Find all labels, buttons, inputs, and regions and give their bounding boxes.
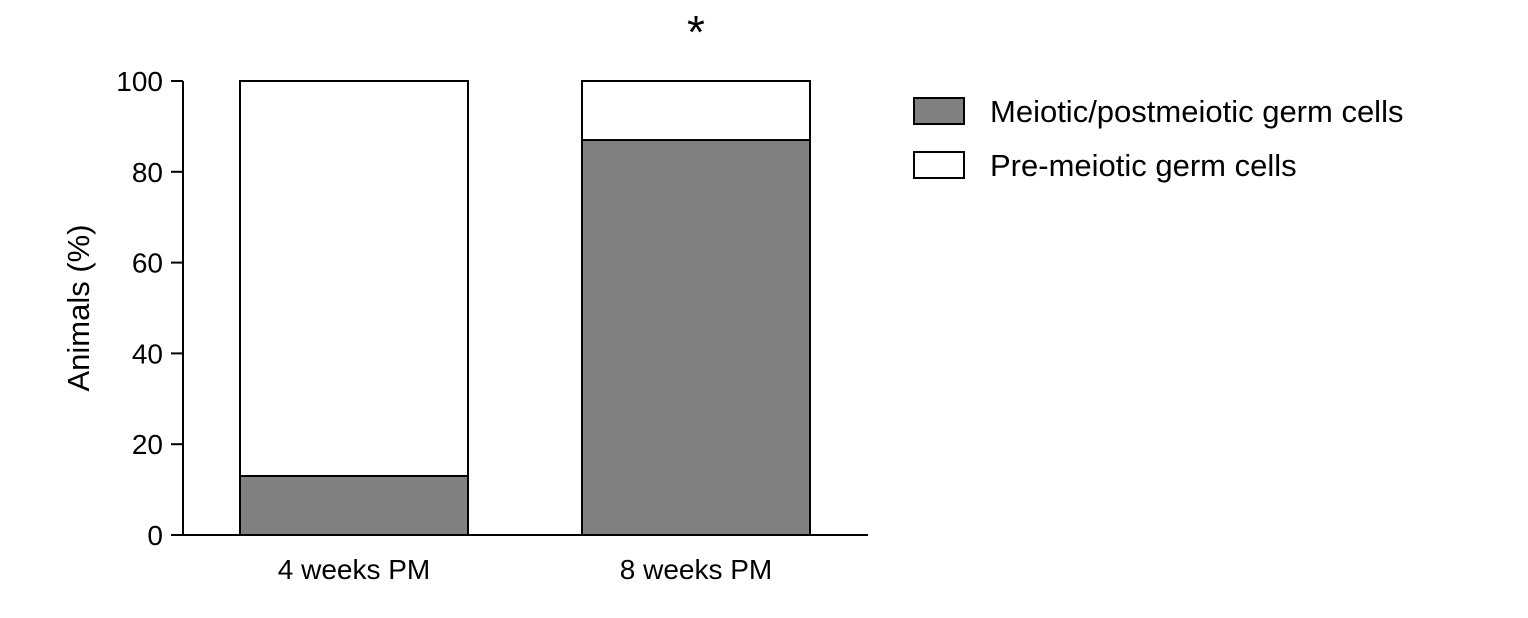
x-tick-labels: 4 weeks PM 8 weeks PM: [278, 554, 773, 585]
bar-meiotic-2: [581, 139, 811, 537]
y-tick-label: 40: [132, 338, 163, 369]
legend-label-2: Pre-meiotic germ cells: [990, 148, 1297, 183]
annotations: *: [687, 6, 705, 58]
legend-label-1: Meiotic/postmeiotic germ cells: [990, 94, 1403, 129]
y-tick-label: 60: [132, 248, 163, 279]
bar-premeiotic-2: [581, 80, 811, 142]
bar-premeiotic-1: [239, 80, 469, 477]
x-tick-label: 4 weeks PM: [278, 554, 431, 585]
y-ticks: 0 20 40 60 80 100: [116, 66, 183, 551]
legend: Meiotic/postmeiotic germ cells Pre-meioti…: [913, 94, 1403, 183]
legend-swatch-2: [913, 151, 965, 179]
legend-swatch-1: [913, 97, 965, 125]
significance-asterisk: *: [687, 6, 705, 58]
y-tick-label: 100: [116, 66, 163, 97]
y-tick-label: 80: [132, 157, 163, 188]
bar-meiotic-1: [239, 474, 469, 537]
bars: [239, 80, 811, 537]
y-tick-label: 20: [132, 429, 163, 460]
y-tick-label: 0: [147, 520, 163, 551]
x-tick-label: 8 weeks PM: [620, 554, 773, 585]
y-axis-label: Animals (%): [61, 224, 96, 391]
